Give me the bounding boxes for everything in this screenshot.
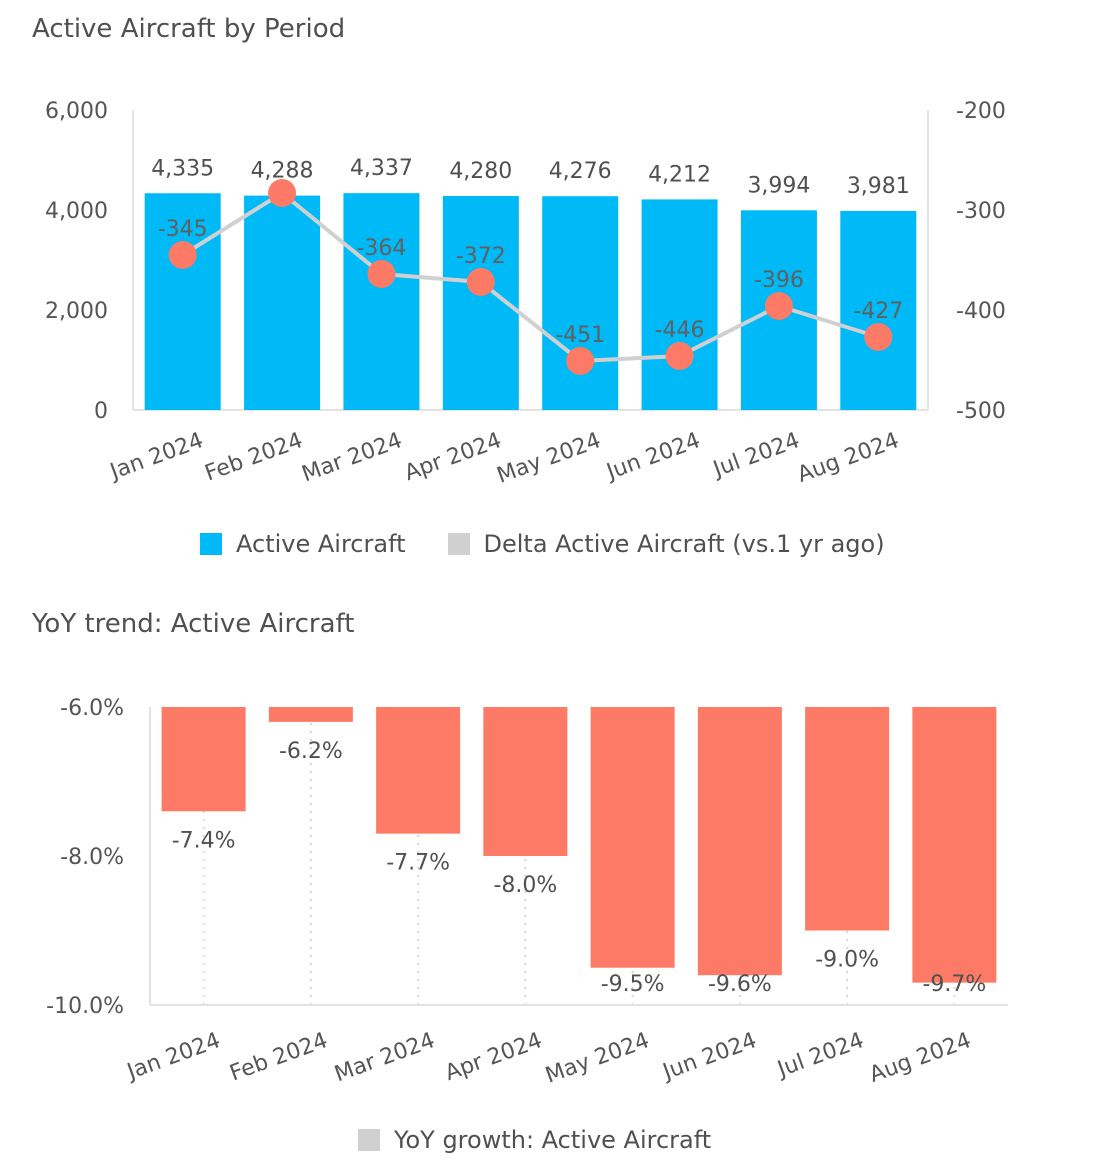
bar: [483, 707, 568, 856]
y-left-tick-label: 6,000: [45, 99, 108, 124]
x-tick-label: Apr 2024: [442, 1028, 546, 1086]
bar-value-label: 4,212: [648, 162, 711, 187]
bar-value-label: -7.4%: [172, 828, 236, 853]
delta-value-label: -451: [555, 323, 605, 348]
bar-value-label: -9.5%: [601, 972, 665, 997]
bar-value-label: -9.0%: [815, 948, 879, 973]
bar: [805, 707, 890, 931]
bar-value-label: 3,994: [747, 173, 810, 198]
legend-active-aircraft: Active Aircraft Delta Active Aircraft (v…: [200, 530, 927, 558]
bar-value-label: 4,276: [549, 159, 612, 184]
delta-line: [181, 190, 879, 364]
x-tick-label: Jan 2024: [122, 1028, 223, 1085]
y-tick-label: -6.0%: [60, 696, 124, 721]
bar: [590, 707, 675, 968]
legend-item-delta[interactable]: Delta Active Aircraft (vs.1 yr ago): [447, 530, 885, 558]
delta-point: [268, 179, 297, 207]
x-tick-label: Feb 2024: [227, 1028, 331, 1086]
x-tick-label: Mar 2024: [331, 1028, 438, 1087]
x-tick-label: May 2024: [542, 1028, 652, 1089]
delta-value-label: -345: [158, 217, 208, 242]
y-left-tick-label: 4,000: [45, 199, 108, 224]
legend-swatch-active-aircraft: [200, 533, 222, 555]
legend-yoy: YoY growth: Active Aircraft: [358, 1126, 753, 1154]
y-left-tick-label: 0: [94, 399, 108, 424]
delta-point: [466, 268, 495, 296]
bar-value-label: -9.6%: [708, 972, 772, 997]
y-tick-label: -10.0%: [46, 994, 124, 1019]
bar-value-label: 4,280: [449, 159, 512, 184]
y-left-tick-label: 2,000: [45, 299, 108, 324]
delta-point: [566, 347, 595, 375]
y-right-tick-label: -500: [956, 399, 1006, 424]
bar: [697, 707, 782, 976]
chart-title-yoy-trend: YoY trend: Active Aircraft: [32, 609, 355, 639]
bar: [912, 707, 997, 983]
bar-value-label: -6.2%: [279, 739, 343, 764]
legend-label-delta: Delta Active Aircraft (vs.1 yr ago): [483, 530, 885, 558]
bar-value-label: 4,335: [151, 156, 214, 181]
delta-point: [764, 292, 793, 320]
bar-value-label: -9.7%: [922, 972, 986, 997]
legend-label-yoy-growth: YoY growth: Active Aircraft: [394, 1126, 712, 1154]
chart-title-active-aircraft: Active Aircraft by Period: [32, 14, 346, 44]
delta-point: [864, 323, 893, 351]
delta-value-label: -364: [356, 236, 406, 261]
bar: [244, 195, 321, 410]
y-right-tick-label: -300: [956, 199, 1006, 224]
bar-value-label: -7.7%: [386, 851, 450, 876]
bar: [268, 707, 353, 722]
bar-value-label: 4,337: [350, 156, 413, 181]
legend-swatch-yoy-growth: [358, 1129, 380, 1151]
legend-swatch-delta: [447, 533, 470, 555]
delta-point: [367, 260, 396, 288]
bar: [144, 193, 221, 410]
y-tick-label: -8.0%: [60, 845, 124, 870]
y-right-tick-label: -200: [956, 99, 1006, 124]
x-tick-label: Aug 2024: [866, 1028, 974, 1088]
y-right-tick-label: -400: [956, 299, 1006, 324]
delta-value-label: -427: [853, 299, 903, 324]
bar-value-label: 3,981: [847, 174, 910, 199]
legend-item-yoy-growth[interactable]: YoY growth: Active Aircraft: [358, 1126, 711, 1154]
delta-value-label: -396: [754, 268, 804, 293]
legend-label-active-aircraft: Active Aircraft: [236, 530, 406, 558]
bar: [343, 193, 420, 410]
bar: [161, 707, 246, 812]
delta-point: [665, 342, 694, 370]
delta-point: [168, 241, 197, 269]
bar: [376, 707, 461, 834]
legend-item-active-aircraft[interactable]: Active Aircraft: [200, 530, 406, 558]
bar: [641, 199, 718, 410]
bar-value-label: -8.0%: [493, 873, 557, 898]
x-tick-label: Jun 2024: [658, 1028, 760, 1085]
delta-value-label: -446: [655, 318, 705, 343]
delta-value-label: -372: [456, 244, 506, 269]
bar: [840, 210, 917, 410]
active-aircraft-chart: 02,0004,0006,000-500-400-300-2004,335Jan…: [45, 99, 1006, 489]
x-tick-label: Jul 2024: [773, 1028, 868, 1083]
